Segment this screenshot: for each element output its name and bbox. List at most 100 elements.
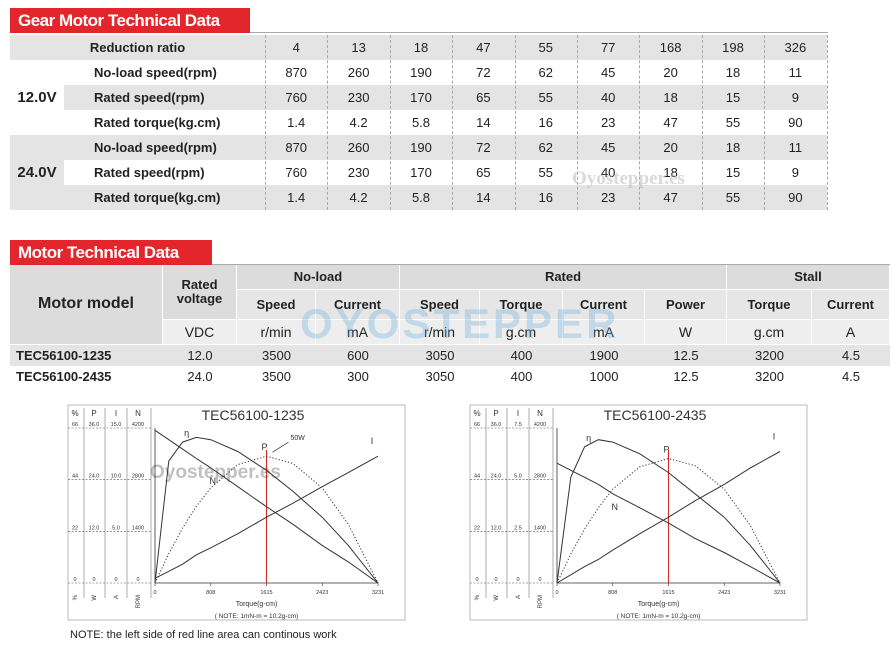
voltage-cell: 12.0V — [10, 60, 64, 135]
curve-label: I — [773, 431, 776, 441]
logo-watermark: OYOSTEPPER — [300, 300, 620, 347]
column-header: Current — [812, 290, 890, 320]
x-tick-label: 1615 — [662, 590, 674, 596]
scale-tick-label: 12.0 — [89, 525, 100, 531]
x-tick-label: 1615 — [260, 590, 272, 596]
group-header: Stall — [727, 265, 890, 290]
scale-tick-label: 2800 — [132, 474, 144, 480]
table-cell: 72 — [452, 60, 515, 85]
scale-header: I — [115, 409, 117, 418]
curve-label: P — [261, 442, 267, 452]
table-cell: 5.8 — [389, 110, 453, 135]
scale-tick-label: 36.0 — [89, 422, 100, 428]
group-header: No-load — [237, 265, 400, 290]
column-divider — [639, 35, 641, 210]
section-title: Gear Motor Technical Data — [10, 8, 250, 33]
unit-cell: g.cm — [480, 320, 563, 345]
table-cell: 170 — [389, 85, 453, 110]
unit-cell: r/min — [237, 320, 316, 345]
table-cell: 47 — [639, 185, 702, 210]
table-cell: 20 — [639, 135, 702, 160]
table-cell: 3500 — [237, 345, 316, 366]
column-divider — [514, 35, 516, 210]
table-cell: 55 — [514, 160, 577, 185]
scale-unit: A — [516, 595, 522, 599]
scale-unit: % — [73, 594, 79, 600]
curve-label: I — [371, 436, 374, 446]
curve — [154, 429, 379, 584]
x-tick-label: 808 — [206, 590, 215, 596]
scale-tick-label: 36.0 — [491, 422, 502, 428]
model-cell: TEC56100-1235 — [10, 345, 163, 366]
x-tick-label: 0 — [153, 590, 156, 596]
curve — [556, 462, 781, 584]
scale-unit: RPM — [136, 595, 142, 608]
row-label: Rated torque(kg.cm) — [64, 110, 265, 135]
scale-header: I — [517, 409, 519, 418]
curve — [154, 455, 379, 579]
table-cell: 12.5 — [645, 345, 727, 366]
column-header: Power — [645, 290, 727, 320]
table-cell: 16 — [514, 185, 577, 210]
title-rule — [250, 32, 828, 33]
table-cell: 45 — [577, 60, 640, 85]
table-cell: 12.0 — [163, 345, 237, 366]
table-cell: 260 — [327, 60, 390, 85]
column-divider — [826, 35, 828, 210]
scale-header: % — [71, 409, 78, 418]
scale-header: N — [135, 409, 141, 418]
table-cell: 14 — [452, 110, 515, 135]
table-cell: 62 — [514, 135, 577, 160]
table-cell: 11 — [764, 60, 827, 85]
table-cell: 3200 — [727, 366, 812, 387]
chart-title: TEC56100-1235 — [202, 407, 305, 423]
scale-tick-label: 0 — [92, 577, 95, 583]
table-cell: 300 — [316, 366, 400, 387]
table-cell: 5.8 — [389, 185, 453, 210]
table-cell: 4.2 — [327, 110, 390, 135]
scale-tick-label: 2.5 — [514, 525, 522, 531]
column-header: Current — [316, 290, 400, 320]
table-cell: 55 — [701, 185, 765, 210]
scale-tick-label: 15.0 — [111, 422, 122, 428]
scale-tick-label: 7.5 — [514, 422, 522, 428]
x-tick-label: 2423 — [316, 590, 328, 596]
column-divider — [701, 35, 703, 210]
group-header: Rated — [400, 265, 727, 290]
table-header-cell: 198 — [701, 35, 765, 60]
scale-header: N — [537, 409, 543, 418]
table-cell: 4.5 — [812, 366, 890, 387]
scale-unit: A — [114, 595, 120, 599]
table-cell: 3050 — [400, 345, 480, 366]
annotation: 50W — [290, 435, 305, 442]
table-cell: 65 — [452, 160, 515, 185]
chart-frame — [469, 404, 808, 621]
table-cell: 18 — [639, 85, 702, 110]
scale-tick-label: 1400 — [132, 525, 144, 531]
voltage-cell: 24.0V — [10, 135, 64, 210]
table-cell: 45 — [577, 135, 640, 160]
unit-cell: mA — [316, 320, 400, 345]
scale-tick-label: 44 — [474, 474, 480, 480]
scale-tick-label: 5.0 — [514, 474, 522, 480]
table-cell: 40 — [577, 160, 640, 185]
model-cell: TEC56100-2435 — [10, 366, 163, 387]
column-divider — [577, 35, 578, 210]
scale-tick-label: 4200 — [534, 422, 546, 428]
table-cell: 72 — [452, 135, 515, 160]
table-header: Rated voltage — [163, 265, 237, 320]
unit-cell: mA — [563, 320, 645, 345]
table-cell: 15 — [701, 85, 765, 110]
scale-tick-label: 4200 — [132, 422, 144, 428]
table-cell: 3500 — [237, 366, 316, 387]
row-label: Rated speed(rpm) — [64, 160, 265, 185]
curve-label: η — [184, 428, 189, 438]
table-cell: 90 — [764, 185, 827, 210]
table-header-cell: 47 — [452, 35, 515, 60]
table-cell: 3200 — [727, 345, 812, 366]
table-cell: 190 — [389, 135, 453, 160]
table-cell: 18 — [639, 160, 702, 185]
unit-note: ( NOTE: 1mN-m = 10.2g-cm) — [617, 613, 701, 620]
table-cell: 1.4 — [265, 185, 328, 210]
